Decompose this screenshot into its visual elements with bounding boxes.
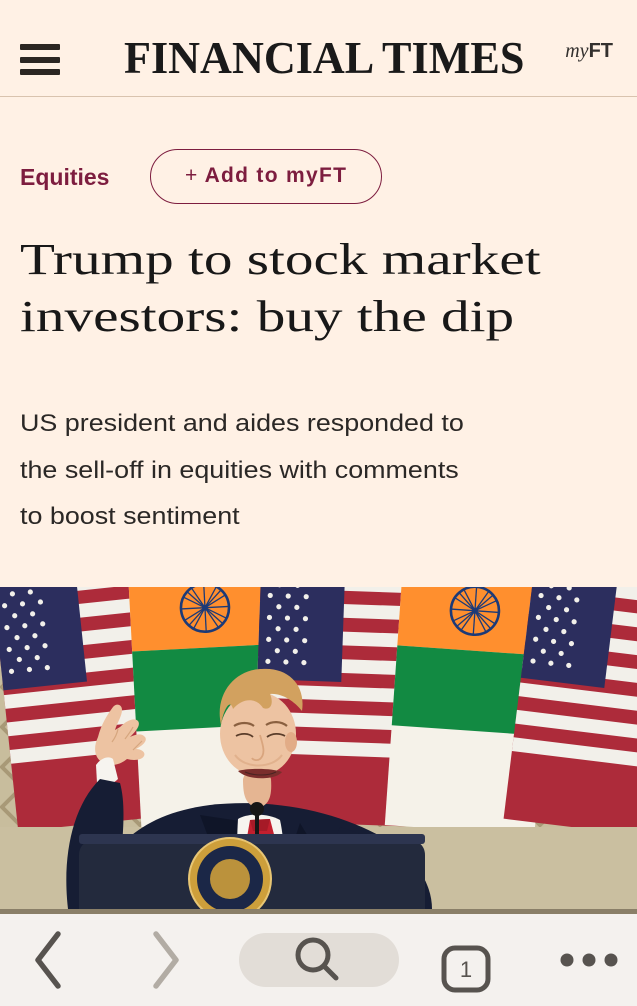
svg-text:1: 1 xyxy=(460,957,472,982)
